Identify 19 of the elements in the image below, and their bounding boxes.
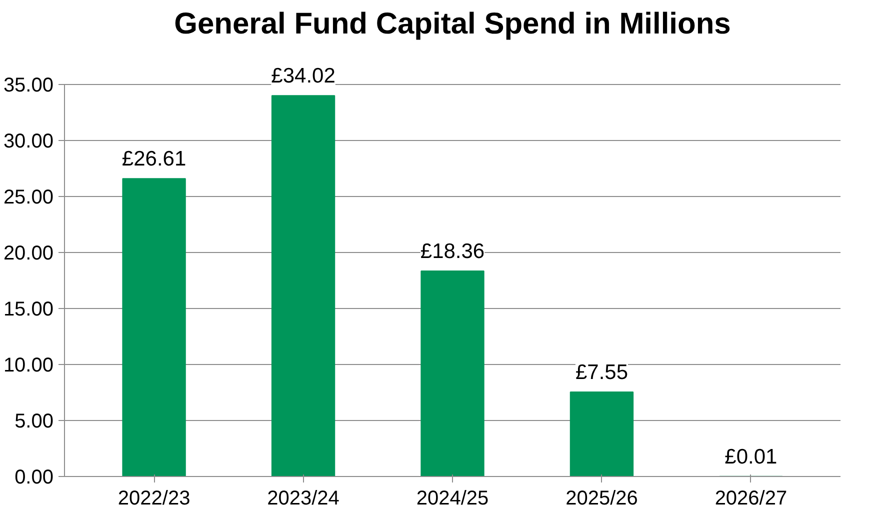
x-tick-label: 2022/23 xyxy=(118,488,190,510)
y-tick-label: 5.00 xyxy=(14,410,54,433)
y-tick-label: 35.00 xyxy=(3,74,54,97)
y-tick-label: 10.00 xyxy=(3,354,54,377)
data-label: £0.01 xyxy=(724,445,778,468)
data-label: £18.36 xyxy=(420,240,485,263)
chart-title: General Fund Capital Spend in Millions xyxy=(174,8,731,40)
x-tick-label: 2023/24 xyxy=(267,488,340,510)
x-tick-label: 2026/27 xyxy=(714,488,788,510)
y-tick-label: 30.00 xyxy=(3,130,54,153)
data-label: £34.02 xyxy=(271,64,336,88)
x-tick-label: 2025/26 xyxy=(566,488,638,510)
y-tick-label: 0.00 xyxy=(14,466,54,488)
data-label: £26.61 xyxy=(122,148,186,171)
y-tick-label: 20.00 xyxy=(3,242,54,265)
x-tick-label: 2024/25 xyxy=(416,488,489,510)
y-tick-label: 25.00 xyxy=(3,186,54,209)
y-tick-label: 15.00 xyxy=(3,298,54,321)
data-label: £7.55 xyxy=(575,360,628,384)
